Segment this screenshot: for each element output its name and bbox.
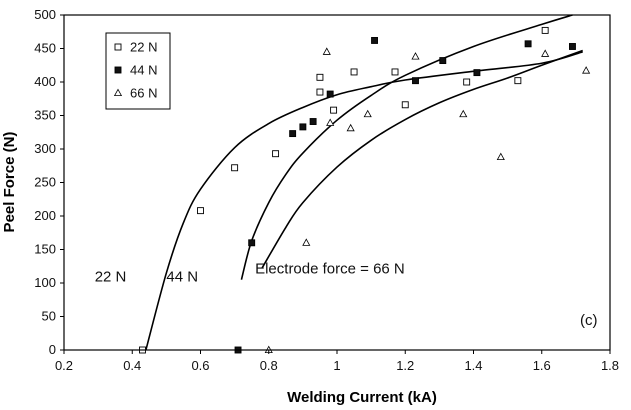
open-triangle-point	[459, 109, 468, 118]
open-triangle-point	[302, 238, 311, 246]
curve-annotations: 22 N 44 N Electrode force = 66 N	[95, 260, 405, 285]
x-tick-label: 1.6	[533, 358, 551, 373]
open-square-point	[231, 164, 239, 172]
fit-curve	[240, 14, 573, 280]
y-tick-label: 150	[34, 242, 56, 257]
y-tick-label: 200	[34, 208, 56, 223]
curve-label: 44 N	[166, 268, 198, 285]
x-tick-label: 0.4	[123, 358, 141, 373]
filled-square-point	[299, 123, 307, 131]
open-triangle-point	[322, 47, 331, 55]
y-tick-label: 300	[34, 141, 56, 156]
open-triangle-point	[363, 109, 372, 118]
open-square-point	[401, 101, 409, 109]
x-tick-label: 0.8	[260, 358, 278, 373]
filled-square-point	[524, 40, 532, 48]
open-square-point	[350, 68, 358, 76]
x-tick-label: 1.8	[601, 358, 619, 373]
x-tick-label: 0.6	[191, 358, 209, 373]
filled-square-point	[412, 77, 419, 85]
y-tick-label: 400	[34, 74, 56, 89]
y-tick-label: 450	[34, 41, 56, 56]
open-triangle-point	[411, 52, 420, 60]
x-tick-label: 1	[333, 358, 340, 373]
x-tick-label: 1.4	[464, 358, 482, 373]
panel-label: (c)	[580, 312, 598, 329]
open-square-point	[316, 88, 324, 96]
filled-square-point	[473, 69, 481, 77]
legend-label: 66 N	[130, 86, 157, 101]
filled-square-point	[326, 90, 334, 98]
tick-labels: 0.2 0.4 0.6 0.8 1 1.2 1.4 1.6 1.8 0 50 100 150 200 250…	[34, 7, 619, 373]
y-tick-label: 500	[34, 7, 56, 22]
y-tick-label: 0	[49, 342, 56, 357]
legend: 22 N 44 N 66 N	[105, 32, 171, 110]
open-square-point	[541, 26, 549, 34]
y-tick-label: 50	[42, 309, 56, 324]
curve-label: 22 N	[95, 268, 127, 285]
open-square-point	[316, 73, 324, 81]
open-triangle-point	[582, 66, 591, 74]
axes	[60, 14, 611, 354]
filled-square-point	[569, 43, 576, 50]
filled-square-point	[371, 37, 378, 44]
y-tick-label: 100	[34, 275, 56, 290]
filled-square-point	[309, 118, 317, 125]
fit-curve	[261, 49, 583, 269]
legend-label: 44 N	[130, 63, 157, 78]
y-axis-label: Peel Force (N)	[1, 132, 18, 233]
y-tick-label: 350	[34, 108, 56, 123]
legend-label: 22 N	[130, 40, 157, 55]
open-triangle-point	[326, 118, 335, 126]
open-square-point	[197, 207, 204, 215]
filled-square-point	[248, 239, 256, 247]
open-square-point	[272, 150, 280, 158]
open-triangle-point	[346, 123, 355, 132]
open-square-point	[114, 43, 122, 51]
x-tick-label: 1.2	[396, 358, 414, 373]
x-tick-label: 0.2	[55, 358, 73, 373]
filled-square-point	[114, 66, 122, 74]
open-square-point	[514, 77, 522, 85]
filled-square-point	[439, 57, 447, 65]
y-tick-label: 250	[34, 175, 56, 190]
open-triangle-point	[113, 88, 123, 96]
open-square-point	[391, 68, 399, 76]
curve-label: Electrode force = 66 N	[255, 260, 405, 277]
data-points	[139, 26, 591, 354]
x-axis-label: Welding Current (kA)	[287, 389, 437, 406]
filled-square-point	[289, 130, 297, 138]
open-triangle-point	[541, 49, 550, 57]
open-square-point	[330, 106, 338, 114]
open-square-point	[463, 78, 471, 86]
open-triangle-point	[496, 152, 505, 161]
